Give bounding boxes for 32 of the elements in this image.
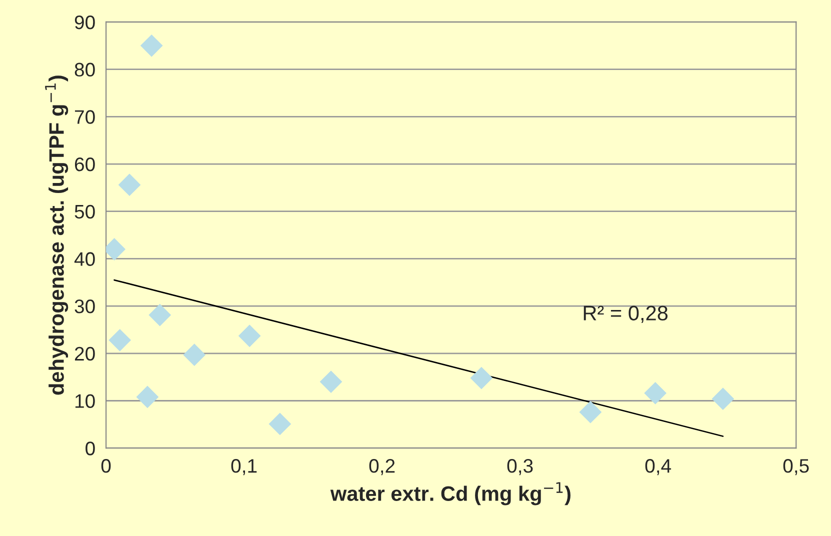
y-tick-label: 70 bbox=[74, 110, 95, 124]
y-tick-label: 30 bbox=[74, 300, 95, 314]
point bbox=[238, 324, 261, 348]
y-tick-label: 10 bbox=[75, 394, 95, 408]
point bbox=[268, 412, 292, 436]
point bbox=[148, 304, 172, 326]
point bbox=[644, 382, 667, 404]
x-tick-label: 0,5 bbox=[783, 459, 809, 476]
point bbox=[579, 400, 602, 424]
point bbox=[712, 388, 734, 410]
y-tick-label: 40 bbox=[74, 252, 95, 266]
point bbox=[320, 370, 342, 394]
x-tick-label: 0,1 bbox=[231, 459, 257, 476]
point bbox=[108, 328, 132, 352]
x-tick-label: 0,4 bbox=[645, 459, 672, 476]
y-axis-title: dehydrogenase act. (ugTPF g$^{−1}$) bbox=[45, 76, 68, 395]
point bbox=[470, 366, 493, 390]
x-tick-label: 0 bbox=[101, 459, 111, 473]
x-tick-label: 0,2 bbox=[369, 459, 395, 476]
y-tick-label: 0 bbox=[86, 442, 95, 456]
y-tick-label: 90 bbox=[74, 15, 95, 30]
y-tick-label: 60 bbox=[74, 157, 95, 172]
point bbox=[136, 386, 159, 408]
y-tick-label: 80 bbox=[74, 62, 95, 77]
x-tick-label: 0,3 bbox=[507, 459, 533, 476]
annotation: R² = 0,28 bbox=[584, 306, 668, 323]
y-tick-label: 50 bbox=[74, 204, 95, 219]
point bbox=[140, 34, 163, 57]
y-tick-label: 20 bbox=[74, 346, 95, 361]
point bbox=[118, 174, 141, 196]
point bbox=[183, 344, 206, 366]
x-axis-title: water extr. Cd (mg kg$^{−1}$) bbox=[330, 482, 570, 506]
